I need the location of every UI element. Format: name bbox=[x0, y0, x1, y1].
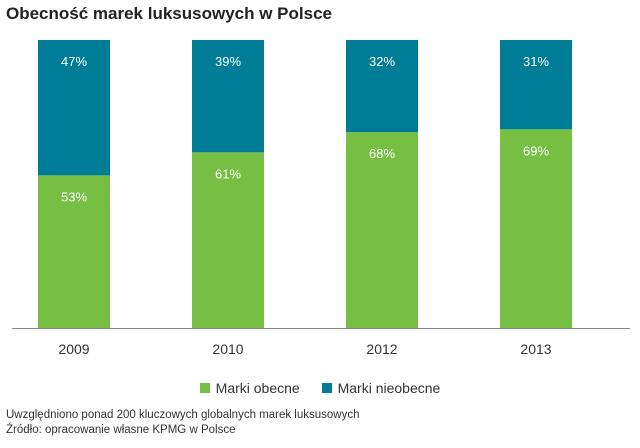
data-label-present-2009: 53% bbox=[61, 189, 87, 204]
bar-present-2013 bbox=[500, 129, 572, 328]
data-label-absent-2009: 47% bbox=[61, 54, 87, 69]
x-tick-label-2013: 2013 bbox=[520, 341, 551, 357]
legend-item-present: Marki obecne bbox=[199, 380, 300, 396]
footnotes: Uwzględniono ponad 200 kluczowych global… bbox=[6, 408, 360, 438]
x-tick-label-2010: 2010 bbox=[212, 341, 243, 357]
footnote-scope: Uwzględniono ponad 200 kluczowych global… bbox=[6, 409, 360, 421]
chart-title: Obecność marek luksusowych w Polsce bbox=[6, 4, 332, 23]
legend-swatch-present bbox=[199, 383, 210, 393]
legend: Marki obecne Marki nieobecne bbox=[0, 380, 640, 396]
legend-item-absent: Marki nieobecne bbox=[321, 380, 441, 396]
bar-absent-2013 bbox=[500, 40, 572, 130]
x-tick-label-2009: 2009 bbox=[58, 341, 89, 357]
data-label-absent-2010: 39% bbox=[215, 54, 241, 69]
legend-label-present: Marki obecne bbox=[215, 380, 300, 396]
x-tick-label-2012: 2012 bbox=[366, 341, 397, 357]
bar-absent-2009 bbox=[38, 40, 110, 176]
bar-absent-2012 bbox=[346, 40, 418, 133]
data-label-present-2013: 69% bbox=[523, 143, 549, 158]
data-label-absent-2013: 31% bbox=[523, 54, 549, 69]
bar-present-2010 bbox=[192, 152, 264, 328]
footnote-source: Źródło: opracowanie własne KPMG w Polsce bbox=[6, 424, 236, 436]
data-label-present-2010: 61% bbox=[215, 166, 241, 181]
bar-present-2012 bbox=[346, 132, 418, 328]
data-label-present-2012: 68% bbox=[369, 146, 395, 161]
bar-present-2009 bbox=[38, 175, 110, 328]
legend-label-absent: Marki nieobecne bbox=[337, 380, 441, 396]
bar-absent-2010 bbox=[192, 40, 264, 153]
legend-swatch-absent bbox=[321, 383, 332, 393]
data-label-absent-2012: 32% bbox=[369, 54, 395, 69]
stacked-bar-chart: 53% 47% 2009 61% 39% 2010 68% 32% 2012 69% 31% 2013 bbox=[12, 40, 630, 357]
